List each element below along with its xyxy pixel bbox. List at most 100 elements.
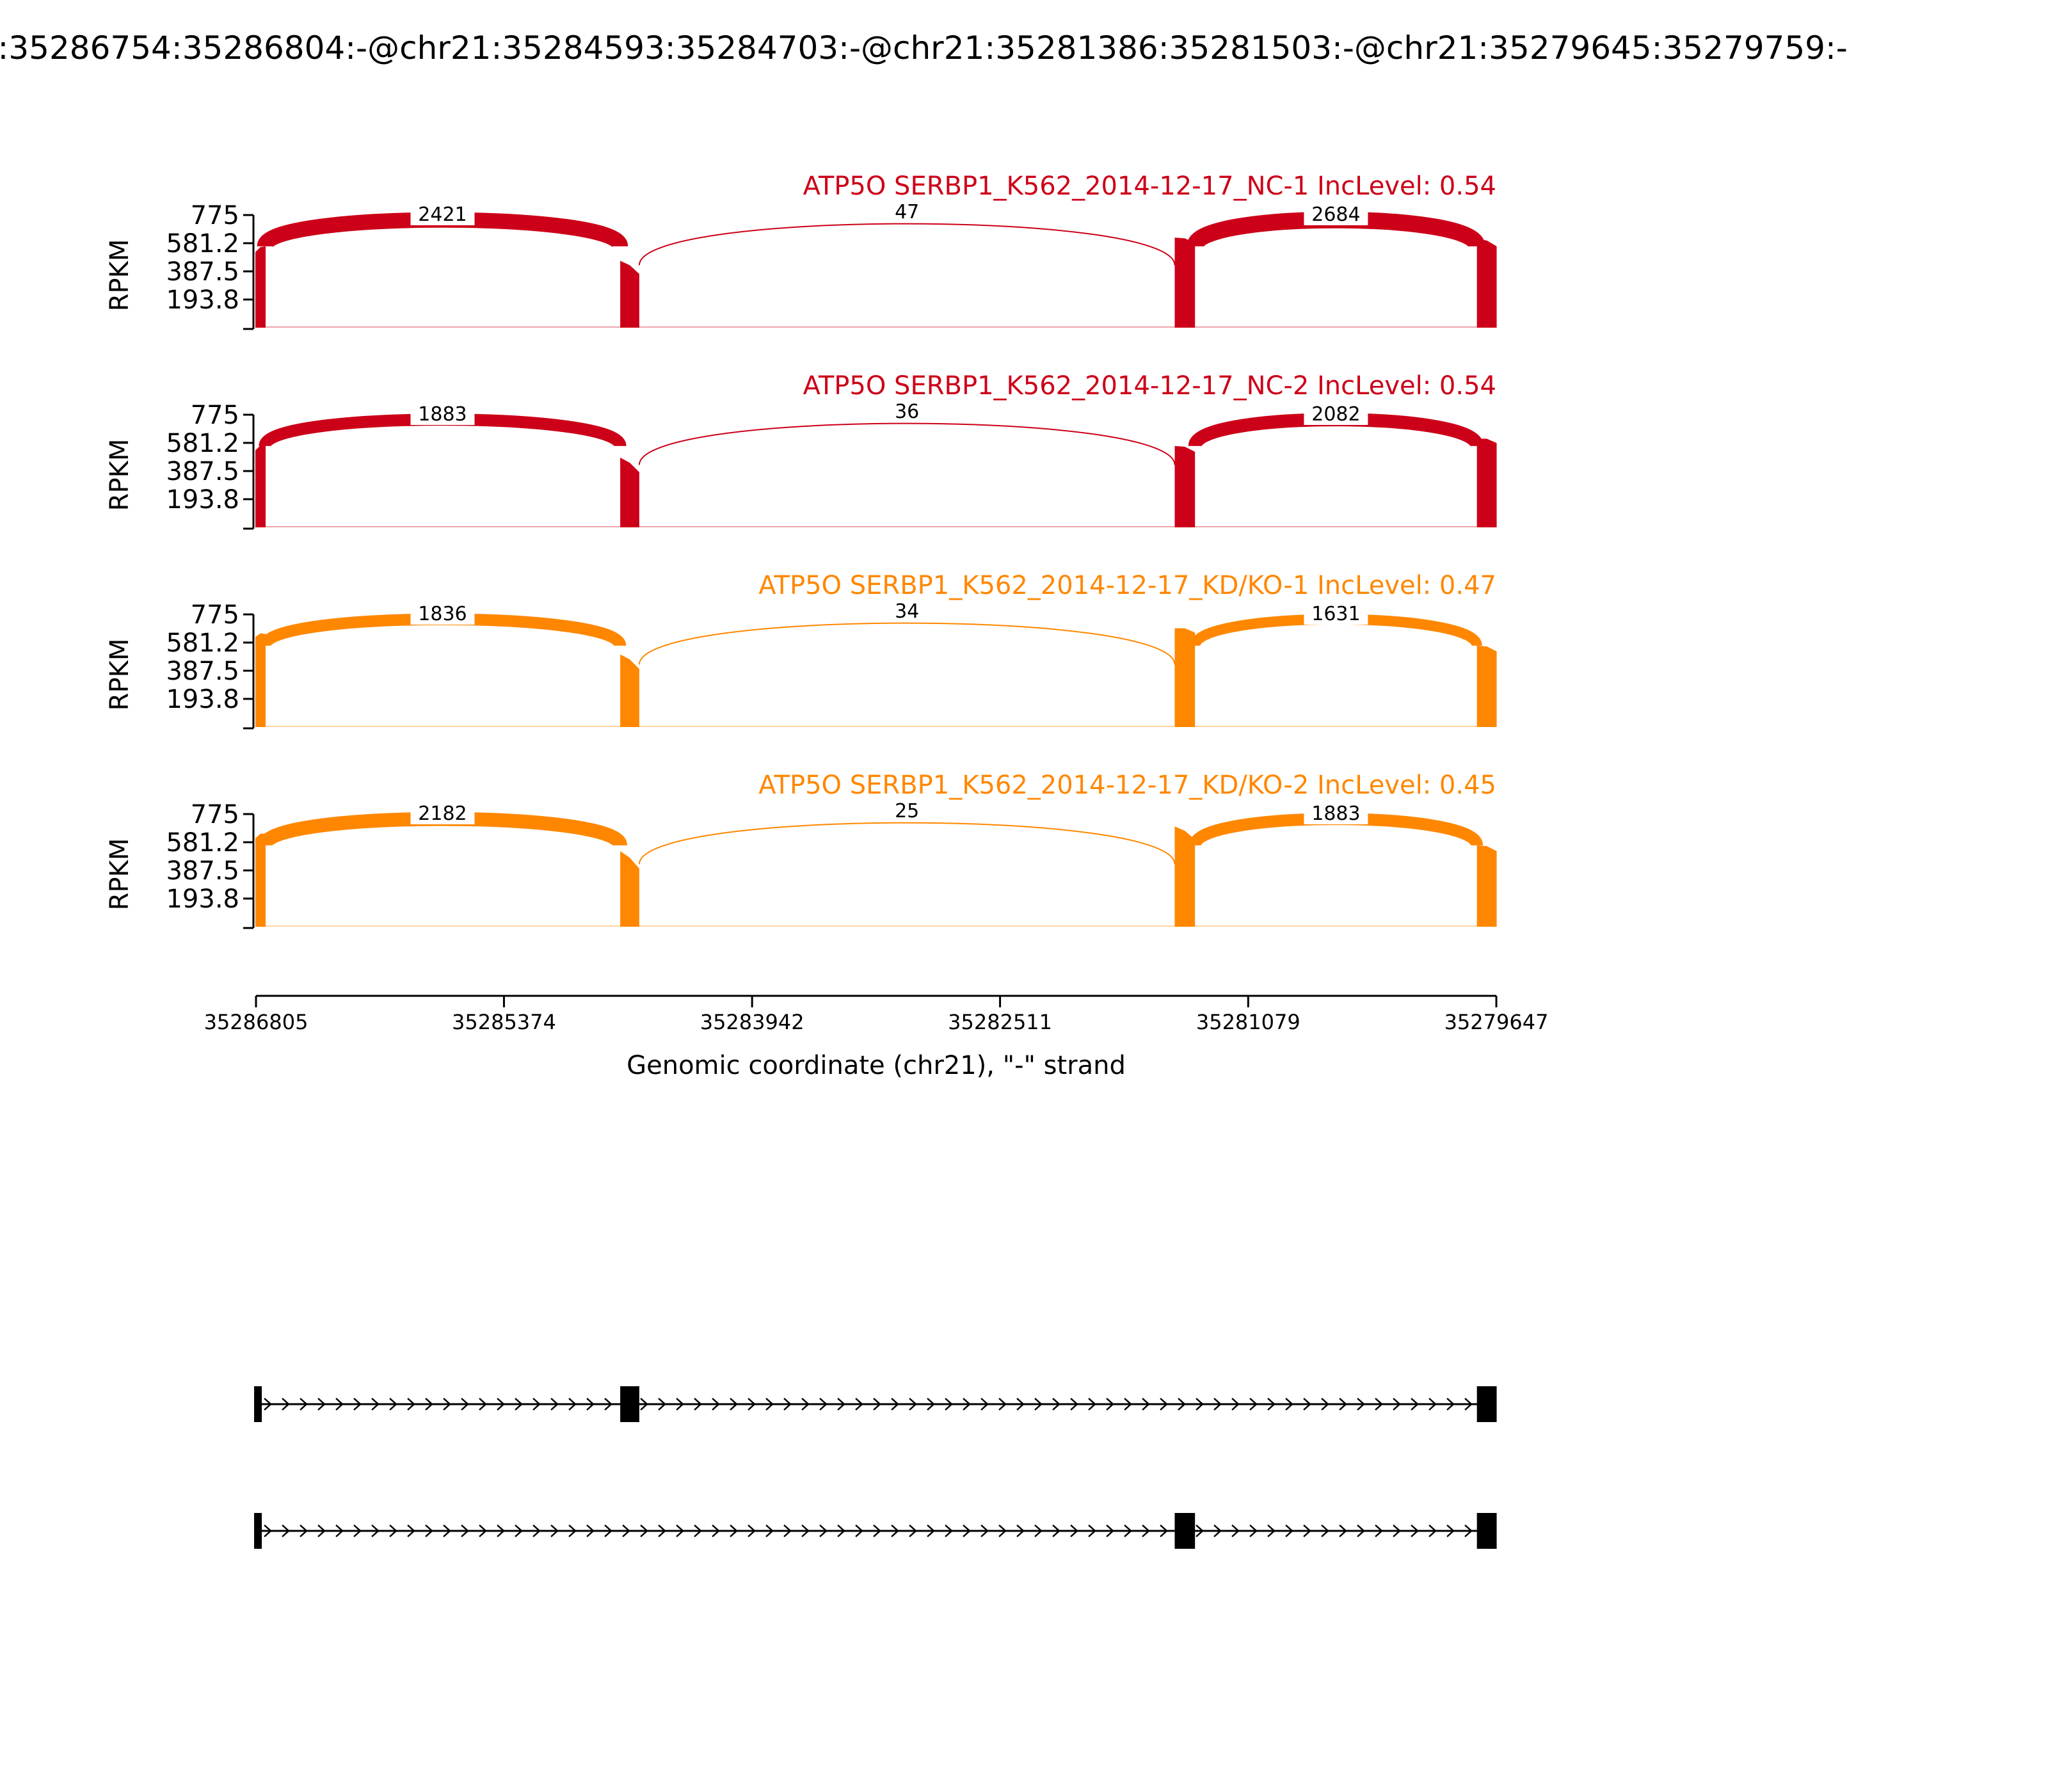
strand-arrow [407, 1524, 415, 1537]
exon-block [254, 1513, 262, 1549]
junction-count: 2421 [418, 204, 467, 226]
strand-arrow [1106, 1398, 1114, 1411]
coverage-exon4 [1476, 438, 1497, 527]
strand-arrow [550, 1398, 559, 1411]
strand-arrow [891, 1398, 899, 1411]
strand-arrow [568, 1398, 577, 1411]
y-tick-label: 387.5 [166, 856, 239, 886]
strand-arrow [300, 1524, 308, 1537]
strand-arrow [927, 1524, 935, 1537]
strand-arrow [586, 1398, 595, 1411]
junction-count-label: 34 [886, 599, 928, 623]
strand-arrow [353, 1524, 362, 1537]
strand-arrow [264, 1398, 272, 1411]
strand-arrow [765, 1524, 774, 1537]
exon-block [1174, 1513, 1196, 1549]
strand-arrow [282, 1398, 290, 1411]
strand-arrow [1357, 1524, 1365, 1537]
strand-arrow [873, 1524, 881, 1537]
strand-arrow [515, 1398, 523, 1411]
strand-arrow [998, 1524, 1007, 1537]
strand-arrow [1178, 1398, 1186, 1411]
strand-arrow [1446, 1524, 1455, 1537]
coverage-exon2 [620, 851, 639, 927]
junction-count: 1883 [1311, 803, 1360, 825]
junction-count-bg [410, 801, 475, 824]
strand-arrow [1393, 1524, 1401, 1537]
strand-arrow [443, 1524, 451, 1537]
junction-arc [638, 422, 1176, 465]
strand-arrow [282, 1524, 290, 1537]
strand-arrow [1088, 1524, 1096, 1537]
junction-count-label: 1836 [410, 602, 475, 625]
strand-arrow [353, 1398, 362, 1411]
strand-arrow [497, 1398, 505, 1411]
junction-count-label: 2421 [410, 202, 475, 226]
strand-arrow [425, 1398, 433, 1411]
strand-arrow [604, 1398, 612, 1411]
strand-arrow [1339, 1524, 1347, 1537]
y-tick-label: 775 [191, 800, 239, 829]
strand-arrow [1249, 1524, 1258, 1537]
strand-arrow [1160, 1398, 1168, 1411]
strand-arrow [1231, 1524, 1240, 1537]
x-tick-label: 35279647 [1444, 1010, 1549, 1034]
coverage-exon3 [1174, 628, 1196, 727]
y-tick-label: 581.2 [166, 828, 239, 858]
strand-arrow [945, 1398, 953, 1411]
y-tick-label: 775 [191, 201, 239, 230]
strand-arrow [748, 1524, 756, 1537]
y-tick-label: 193.8 [166, 485, 239, 515]
y-tick-label: 581.2 [166, 429, 239, 458]
junction-count-label: 1883 [1304, 801, 1368, 825]
junction-count-bg [410, 402, 475, 425]
strand-arrow [1303, 1524, 1311, 1537]
strand-arrow [1249, 1398, 1258, 1411]
strand-arrow [873, 1398, 881, 1411]
strand-arrow [1034, 1524, 1043, 1537]
strand-arrow [980, 1398, 989, 1411]
junction-arc [638, 822, 1176, 865]
chart-title: chr21:35286754:35286804:-@chr21:35284593… [0, 29, 1848, 67]
strand-arrow [1142, 1398, 1150, 1411]
sample-title: ATP5O SERBP1_K562_2014-12-17_NC-2 IncLev… [803, 371, 1496, 401]
strand-arrow [425, 1524, 433, 1537]
strand-arrow [335, 1398, 344, 1411]
strand-arrow [891, 1524, 899, 1537]
strand-arrow [658, 1398, 666, 1411]
strand-arrow [1303, 1398, 1311, 1411]
junction-count-bg [886, 799, 928, 822]
junction-arc [638, 622, 1176, 665]
junction-count-label: 47 [886, 200, 928, 223]
coverage-exon1 [255, 246, 266, 328]
strand-arrow [407, 1398, 415, 1411]
y-axis-label: RPKM [105, 639, 134, 711]
strand-arrow [801, 1398, 810, 1411]
exon-block [620, 1386, 639, 1422]
strand-arrow [1321, 1524, 1329, 1537]
coverage-exon3 [1174, 237, 1196, 328]
strand-arrow [1375, 1524, 1383, 1537]
strand-arrow [909, 1524, 917, 1537]
sample-title: ATP5O SERBP1_K562_2014-12-17_NC-1 IncLev… [803, 172, 1496, 201]
x-tick-label: 35283942 [700, 1010, 804, 1034]
y-tick-label: 387.5 [166, 657, 239, 686]
junction-count-bg [1304, 801, 1368, 824]
strand-arrow [1160, 1524, 1168, 1537]
sample-title: ATP5O SERBP1_K562_2014-12-17_KD/KO-1 Inc… [758, 571, 1496, 600]
exon-block [1476, 1513, 1497, 1549]
strand-arrow [676, 1398, 684, 1411]
strand-arrow [694, 1398, 702, 1411]
junction-count: 1631 [1311, 603, 1360, 625]
junction-count-bg [1304, 602, 1368, 625]
strand-arrow [927, 1398, 935, 1411]
strand-arrow [801, 1524, 810, 1537]
x-axis-label: Genomic coordinate (chr21), "-" strand [627, 1051, 1126, 1080]
isoform-track [254, 1386, 1497, 1549]
y-tick-label: 387.5 [166, 457, 239, 486]
strand-arrow [1446, 1398, 1455, 1411]
junction-count-bg [1304, 202, 1368, 225]
